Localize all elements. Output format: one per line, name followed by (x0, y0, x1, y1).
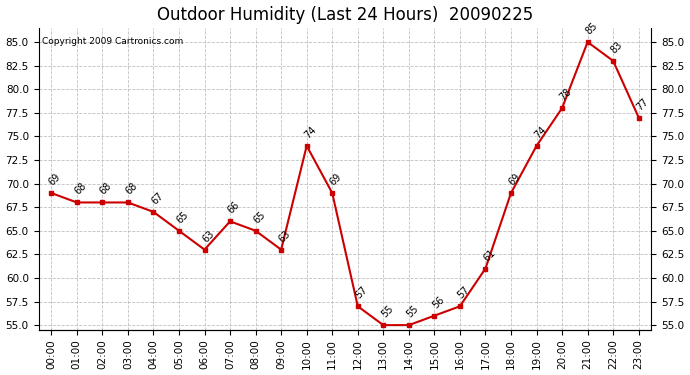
Title: Outdoor Humidity (Last 24 Hours)  20090225: Outdoor Humidity (Last 24 Hours) 2009022… (157, 6, 533, 24)
Text: 74: 74 (302, 124, 318, 140)
Text: 66: 66 (226, 200, 241, 216)
Text: 77: 77 (635, 96, 651, 112)
Text: 83: 83 (609, 40, 624, 56)
Text: 67: 67 (149, 190, 165, 206)
Text: 78: 78 (558, 87, 574, 102)
Text: 63: 63 (277, 228, 293, 244)
Text: 61: 61 (482, 247, 497, 263)
Text: 65: 65 (251, 209, 267, 225)
Text: 55: 55 (379, 304, 395, 320)
Text: 69: 69 (47, 172, 63, 188)
Text: 63: 63 (200, 228, 216, 244)
Text: 55: 55 (404, 304, 421, 320)
Text: 68: 68 (98, 181, 114, 197)
Text: 68: 68 (72, 181, 88, 197)
Text: 69: 69 (328, 172, 344, 188)
Text: 57: 57 (353, 285, 370, 301)
Text: 85: 85 (584, 21, 600, 36)
Text: 56: 56 (431, 294, 446, 310)
Text: Copyright 2009 Cartronics.com: Copyright 2009 Cartronics.com (41, 37, 183, 46)
Text: 74: 74 (533, 124, 548, 140)
Text: 69: 69 (507, 172, 522, 188)
Text: 57: 57 (456, 285, 472, 301)
Text: 68: 68 (124, 181, 139, 197)
Text: 65: 65 (175, 209, 190, 225)
